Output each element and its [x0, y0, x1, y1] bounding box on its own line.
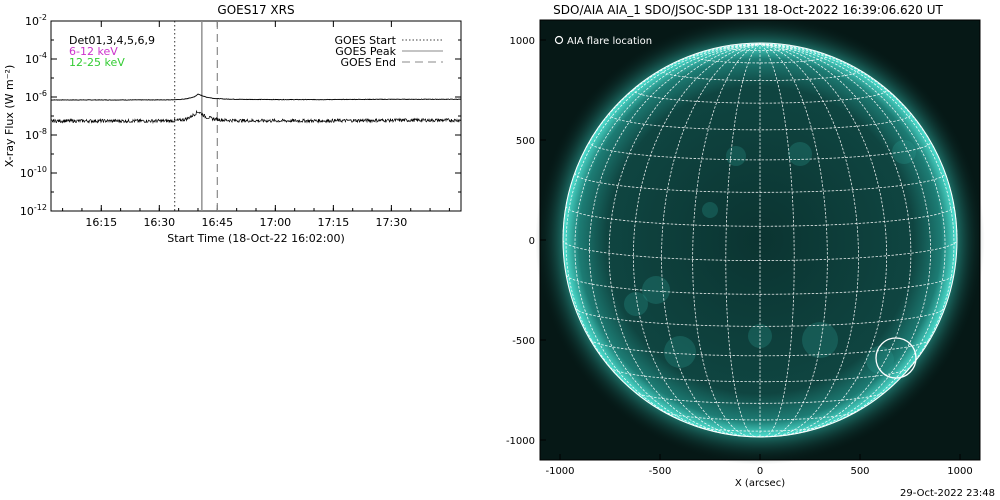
x-tick-label: 17:30 — [376, 216, 408, 229]
footer-timestamp: 29-Oct-2022 23:48 — [900, 488, 995, 499]
goes-chart-title: GOES17 XRS — [217, 3, 294, 17]
legend-marker-icon — [554, 35, 564, 45]
latitude-line — [692, 53, 828, 64]
goes-series-group — [50, 93, 462, 125]
aia-y-tick-label: -500 — [512, 336, 535, 347]
active-region-blob — [664, 336, 696, 368]
active-region-blob — [788, 142, 812, 166]
aia-x-tick-label: 500 — [850, 466, 869, 477]
aia-y-tick-label: 0 — [529, 236, 535, 247]
aia-x-tick-label: 0 — [757, 466, 763, 477]
aia-y-tick-label: 500 — [516, 136, 535, 147]
y-tick-exponent: -10 — [34, 165, 47, 174]
aia-y-tick-label: -1000 — [506, 436, 535, 447]
longitude-line — [588, 43, 761, 435]
longitude-line — [608, 43, 761, 435]
y-tick-base: 10 — [20, 205, 34, 218]
x-tick-label: 17:00 — [259, 216, 291, 229]
y-tick-exponent: -6 — [39, 89, 47, 98]
y-tick-label: 10-6 — [25, 89, 47, 104]
aia-x-tick-label: -500 — [649, 466, 672, 477]
series-line-12-25-kev — [50, 109, 462, 125]
series-line-6-12-kev — [50, 93, 462, 101]
longitude-line — [759, 43, 955, 407]
longitude-line — [759, 43, 859, 437]
active-region-blob — [866, 346, 894, 374]
x-tick-label: 16:30 — [143, 216, 175, 229]
aia-image-chart: SDO/AIA AIA_1 SDO/JSOC-SDP 131 18-Oct-20… — [506, 3, 985, 489]
aia-y-tick-label: 1000 — [510, 36, 535, 47]
goes-detectors-label: Det01,3,4,5,6,9 — [69, 34, 155, 47]
goes-x-axis-label: Start Time (18-Oct-22 16:02:00) — [167, 232, 345, 245]
aia-x-tick-label: 1000 — [947, 466, 972, 477]
longitude-line — [759, 43, 912, 435]
latitude-line — [574, 307, 946, 327]
longitude-line — [632, 43, 761, 437]
longitude-line — [692, 43, 761, 437]
longitude-line — [759, 43, 828, 437]
longitude-line — [725, 43, 761, 438]
longitude-line — [759, 43, 958, 241]
goes-y-axis-label: X-ray Flux (W m⁻²) — [3, 65, 16, 167]
aia-x-axis-label: X (arcsec) — [735, 478, 785, 489]
x-tick-label: 16:45 — [201, 216, 233, 229]
aia-x-axis: -1000 -500 0 500 1000 — [545, 454, 973, 477]
y-tick-exponent: -12 — [34, 203, 47, 212]
longitude-line — [759, 43, 795, 438]
legend-series-6-12-kev: 6-12 keV — [69, 45, 118, 58]
aia-x-tick-label: -1000 — [545, 466, 574, 477]
y-tick-base: 10 — [25, 129, 39, 142]
active-region-blob — [892, 140, 916, 164]
y-tick-label: 10-2 — [25, 13, 47, 28]
active-region-blob — [702, 202, 718, 218]
goes-x-axis: 16:15 16:30 16:45 17:00 17:15 17:30 — [62, 21, 450, 229]
legend-goes-start: GOES Start — [335, 34, 397, 47]
longitude-line — [562, 43, 761, 241]
y-tick-label: 10-4 — [25, 51, 47, 66]
solar-limb — [562, 42, 958, 438]
x-tick-label: 17:15 — [318, 216, 350, 229]
longitude-line — [759, 43, 888, 437]
active-region-blob — [624, 292, 648, 316]
y-tick-base: 10 — [25, 15, 39, 28]
y-tick-base: 10 — [25, 91, 39, 104]
latitude-line — [565, 274, 955, 295]
y-tick-base: 10 — [20, 167, 34, 180]
y-tick-base: 10 — [25, 53, 39, 66]
y-tick-label: 10-8 — [25, 127, 47, 142]
longitude-line — [661, 43, 761, 437]
y-tick-label: 10-12 — [20, 203, 47, 218]
y-tick-exponent: -4 — [39, 51, 47, 60]
longitude-line — [759, 43, 932, 435]
aia-chart-title: SDO/AIA AIA_1 SDO/JSOC-SDP 131 18-Oct-20… — [553, 3, 943, 17]
legend-goes-peak: GOES Peak — [335, 45, 396, 58]
aia-y-axis: 1000 500 0 -500 -1000 — [506, 36, 546, 447]
flare-location-marker — [875, 337, 917, 379]
y-tick-exponent: -2 — [39, 13, 47, 22]
latitude-line — [608, 113, 912, 131]
active-region-blob — [642, 276, 670, 304]
longitude-line — [759, 43, 946, 429]
legend-series-12-25-kev: 12-25 keV — [69, 56, 125, 69]
y-tick-label: 10-10 — [20, 165, 47, 180]
active-region-blob — [802, 322, 838, 358]
heliographic-grid — [562, 42, 958, 438]
y-tick-exponent: -8 — [39, 127, 47, 136]
goes-event-legend: GOES Start GOES Peak GOES End — [335, 34, 443, 69]
latitude-line — [590, 339, 930, 357]
longitude-line — [574, 43, 761, 429]
active-region-blob — [726, 146, 746, 166]
longitude-line — [565, 43, 761, 407]
legend-flare-location: AIA flare location — [567, 36, 652, 47]
x-tick-label: 16:15 — [85, 216, 117, 229]
goes-event-lines — [174, 21, 218, 211]
legend-goes-end: GOES End — [340, 56, 396, 69]
